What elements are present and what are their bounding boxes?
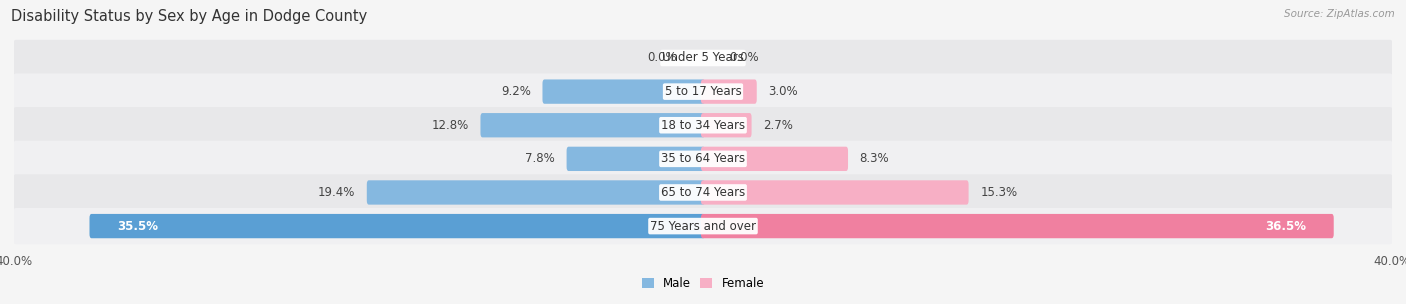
Text: 0.0%: 0.0% [648,51,678,64]
FancyBboxPatch shape [13,74,1393,110]
FancyBboxPatch shape [702,214,1334,238]
Text: 8.3%: 8.3% [859,152,890,165]
Text: 15.3%: 15.3% [980,186,1018,199]
FancyBboxPatch shape [13,40,1393,76]
FancyBboxPatch shape [702,147,848,171]
FancyBboxPatch shape [481,113,704,137]
FancyBboxPatch shape [702,79,756,104]
Text: 35 to 64 Years: 35 to 64 Years [661,152,745,165]
FancyBboxPatch shape [13,208,1393,244]
FancyBboxPatch shape [13,174,1393,211]
FancyBboxPatch shape [543,79,704,104]
FancyBboxPatch shape [702,113,752,137]
Text: 75 Years and over: 75 Years and over [650,219,756,233]
Text: 2.7%: 2.7% [763,119,793,132]
Text: 19.4%: 19.4% [318,186,356,199]
FancyBboxPatch shape [367,180,704,205]
Text: Source: ZipAtlas.com: Source: ZipAtlas.com [1284,9,1395,19]
FancyBboxPatch shape [567,147,704,171]
Text: 7.8%: 7.8% [524,152,555,165]
Text: 65 to 74 Years: 65 to 74 Years [661,186,745,199]
Text: Under 5 Years: Under 5 Years [662,51,744,64]
Text: 9.2%: 9.2% [501,85,531,98]
FancyBboxPatch shape [90,214,704,238]
FancyBboxPatch shape [13,141,1393,177]
Text: Disability Status by Sex by Age in Dodge County: Disability Status by Sex by Age in Dodge… [11,9,367,24]
Text: 3.0%: 3.0% [769,85,799,98]
Text: 5 to 17 Years: 5 to 17 Years [665,85,741,98]
Text: 12.8%: 12.8% [432,119,468,132]
Text: 0.0%: 0.0% [728,51,758,64]
FancyBboxPatch shape [702,180,969,205]
Text: 36.5%: 36.5% [1265,219,1306,233]
Text: 18 to 34 Years: 18 to 34 Years [661,119,745,132]
FancyBboxPatch shape [13,107,1393,143]
Legend: Male, Female: Male, Female [641,277,765,290]
Text: 35.5%: 35.5% [117,219,159,233]
